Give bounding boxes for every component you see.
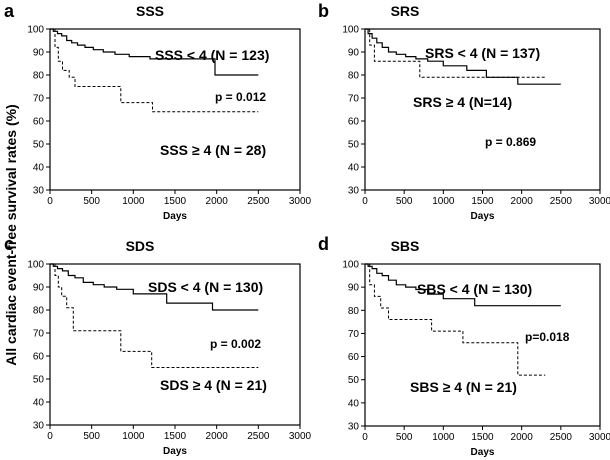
x-tick-label: 3000 (289, 431, 312, 442)
p-value-label: p = 0.002 (210, 337, 261, 351)
y-tick-label: 80 (33, 71, 45, 82)
panel-title: SDS (126, 238, 155, 254)
y-tick-label: 60 (348, 117, 360, 128)
y-tick-label: 30 (348, 186, 360, 197)
survival-curve-low (50, 263, 259, 311)
y-tick-label: 100 (27, 25, 44, 36)
x-tick-label: 0 (47, 196, 53, 207)
x-tick-label: 500 (83, 196, 100, 207)
y-tick-label: 80 (33, 306, 45, 317)
panel-letter: c (4, 234, 14, 254)
y-tick-label: 70 (33, 329, 45, 340)
panel-letter: b (318, 1, 329, 21)
x-tick-label: 1000 (432, 432, 455, 443)
p-value-label: p = 0.869 (485, 135, 536, 149)
x-tick-label: 3000 (589, 196, 610, 207)
p-value-label: p=0.018 (525, 330, 570, 344)
y-tick-label: 90 (33, 48, 45, 59)
x-tick-label: 3000 (589, 432, 610, 443)
y-tick-label: 100 (27, 260, 44, 271)
curve-label: SSS < 4 (N = 123) (155, 47, 269, 63)
curve-label: SSS ≥ 4 (N = 28) (160, 142, 266, 158)
x-axis-label: Days (471, 211, 495, 222)
y-tick-label: 90 (33, 283, 45, 294)
curve-label: SDS < 4 (N = 130) (148, 279, 263, 295)
y-tick-label: 50 (33, 375, 45, 386)
y-tick-label: 80 (348, 71, 360, 82)
y-tick-label: 60 (33, 117, 45, 128)
x-axis-label: Days (163, 211, 187, 222)
y-tick-label: 90 (348, 48, 360, 59)
y-tick-label: 40 (348, 163, 360, 174)
p-value-label: p = 0.012 (215, 90, 266, 104)
curve-label: SRS ≥ 4 (N=14) (413, 94, 512, 110)
panel-title: SSS (136, 3, 164, 19)
survival-curve-high (365, 28, 546, 78)
y-tick-label: 50 (33, 140, 45, 151)
x-tick-label: 0 (47, 431, 53, 442)
x-axis-label: Days (163, 446, 187, 457)
y-tick-label: 90 (348, 283, 360, 294)
x-tick-label: 2000 (206, 431, 229, 442)
survival-curve-low (365, 263, 561, 307)
x-tick-label: 500 (396, 196, 413, 207)
survival-curve-high (50, 28, 259, 113)
y-tick-label: 30 (33, 421, 45, 432)
y-tick-label: 70 (348, 94, 360, 105)
y-tick-label: 100 (342, 260, 359, 271)
curve-label: SBS < 4 (N = 130) (417, 281, 532, 297)
panel-letter: d (318, 234, 329, 254)
x-tick-label: 2500 (550, 196, 573, 207)
x-tick-label: 2000 (206, 196, 229, 207)
x-tick-label: 1500 (164, 196, 187, 207)
x-tick-label: 0 (362, 432, 368, 443)
x-tick-label: 0 (362, 196, 368, 207)
x-tick-label: 2500 (247, 196, 270, 207)
curve-label: SBS ≥ 4 (N = 21) (410, 379, 517, 395)
survival-curve-low (50, 28, 259, 76)
y-tick-label: 30 (348, 422, 360, 433)
y-tick-label: 70 (33, 94, 45, 105)
x-tick-label: 500 (396, 432, 413, 443)
curve-label: SRS < 4 (N = 137) (425, 45, 540, 61)
y-tick-label: 50 (348, 375, 360, 386)
x-axis-label: Days (471, 447, 495, 458)
survival-curve-low (365, 28, 561, 85)
y-tick-label: 40 (348, 398, 360, 409)
x-tick-label: 3000 (289, 196, 312, 207)
x-tick-label: 1500 (164, 431, 187, 442)
y-tick-label: 40 (33, 398, 45, 409)
y-tick-label: 60 (348, 352, 360, 363)
y-tick-label: 30 (33, 186, 45, 197)
y-tick-label: 100 (342, 25, 359, 36)
y-tick-label: 60 (33, 352, 45, 363)
curve-label: SDS ≥ 4 (N = 21) (160, 377, 267, 393)
x-tick-label: 2500 (550, 432, 573, 443)
y-tick-label: 40 (33, 163, 45, 174)
survival-curve-high (365, 263, 546, 376)
panel-title: SBS (391, 238, 420, 254)
x-tick-label: 1000 (432, 196, 455, 207)
x-tick-label: 500 (83, 431, 100, 442)
panel-letter: a (4, 1, 15, 21)
x-tick-label: 1500 (471, 432, 494, 443)
x-tick-label: 1000 (122, 431, 145, 442)
panel-title: SRS (391, 3, 420, 19)
y-tick-label: 70 (348, 329, 360, 340)
shared-y-axis-label: All cardiac event-free survival rates (%… (3, 104, 19, 365)
x-tick-label: 2000 (511, 432, 534, 443)
x-tick-label: 1500 (471, 196, 494, 207)
x-tick-label: 1000 (122, 196, 145, 207)
y-tick-label: 80 (348, 306, 360, 317)
x-tick-label: 2500 (247, 431, 270, 442)
y-tick-label: 50 (348, 140, 360, 151)
x-tick-label: 2000 (511, 196, 534, 207)
